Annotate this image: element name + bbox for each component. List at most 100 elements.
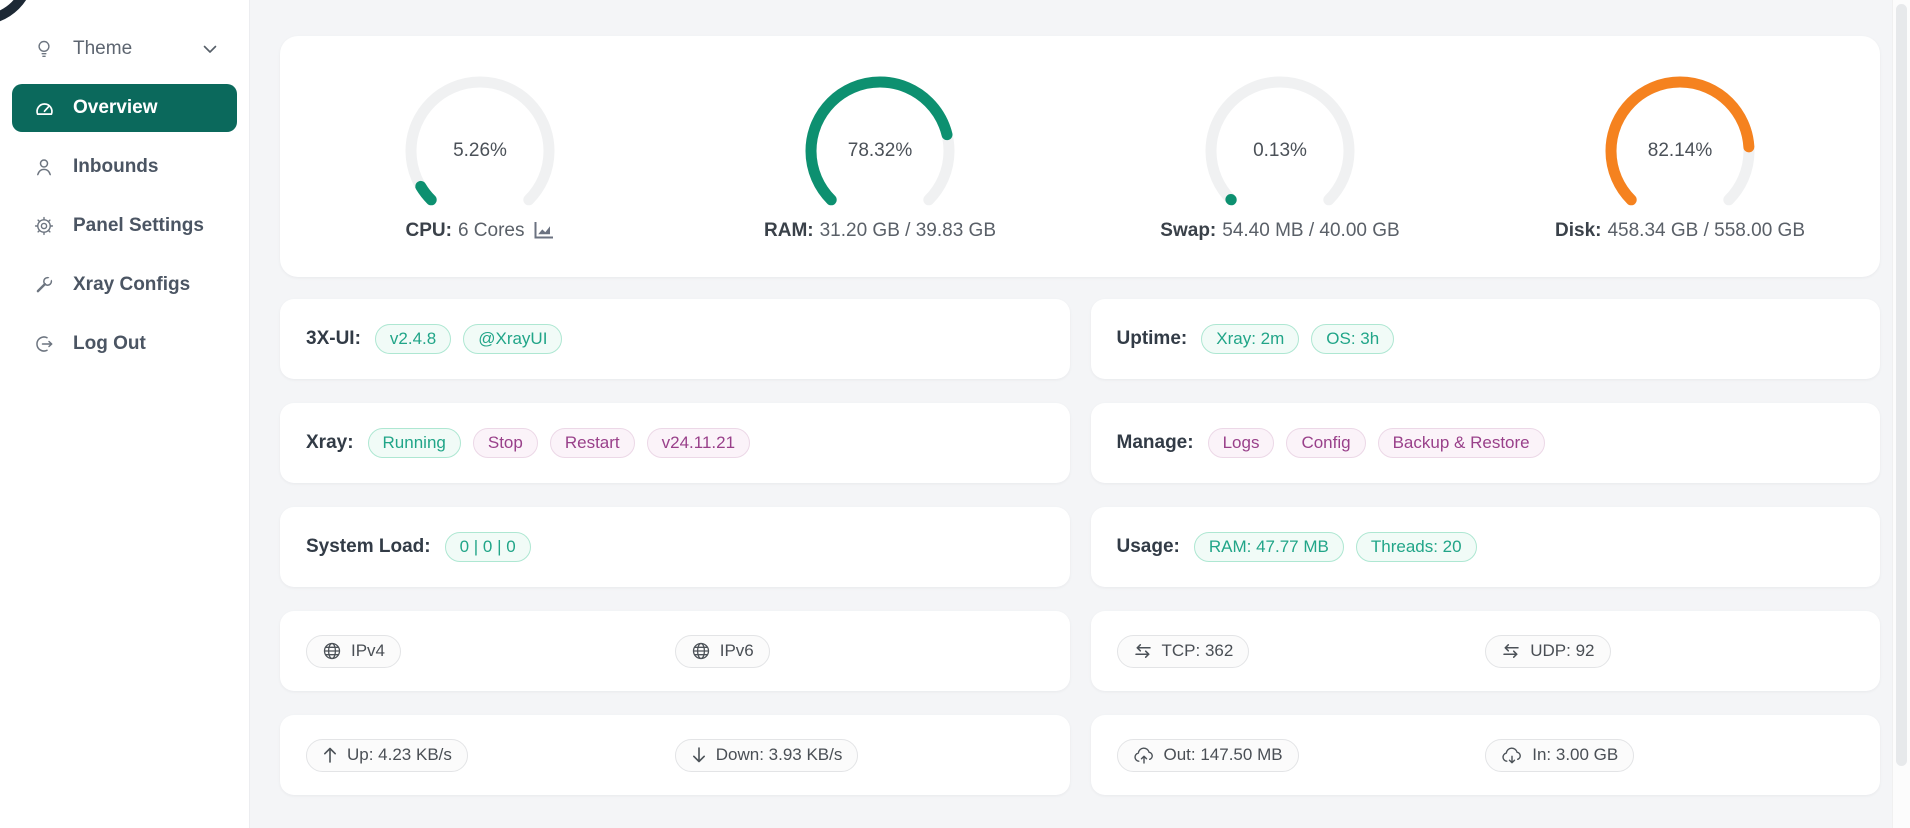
- pill-in-3-00-gb: In: 3.00 GB: [1485, 738, 1635, 772]
- tag-running: Running: [367, 428, 461, 458]
- tag-v2-4-8[interactable]: v2.4.8: [374, 324, 452, 354]
- arrow-up-icon: [322, 746, 338, 764]
- tag-ram-47-77-mb[interactable]: RAM: 47.77 MB: [1193, 532, 1344, 562]
- gauge-label-value: 31.20 GB / 39.83 GB: [819, 219, 996, 241]
- pill-slot: In: 3.00 GB: [1485, 738, 1854, 772]
- card-manage: Manage: Logs Config Backup & Restore: [1090, 403, 1880, 483]
- gauge-label-title: Swap:: [1160, 219, 1217, 241]
- card-traffic-total: Out: 147.50 MB In: 3.00 GB: [1090, 715, 1880, 795]
- tag-xray-2m: Xray: 2m: [1201, 324, 1300, 354]
- pill-label: Down: 3.93 KB/s: [715, 745, 843, 764]
- gauge-label: RAM: 31.20 GB / 39.83 GB: [764, 220, 996, 242]
- sidebar-nav: Theme Overview Inbounds Panel Settings Xray …: [0, 25, 249, 368]
- card-label: Usage:: [1116, 536, 1180, 557]
- tag-group: Running Stop Restart v24.11.21: [367, 428, 751, 458]
- corner-decoration: [0, 0, 35, 25]
- gauge-percent: 5.26%: [453, 139, 507, 161]
- tag-backup-restore[interactable]: Backup & Restore: [1377, 428, 1545, 458]
- gauge-label-title: Disk:: [1555, 219, 1602, 241]
- sidebar-item-log-out[interactable]: Log Out: [12, 320, 237, 368]
- scrollbar-thumb[interactable]: [1896, 4, 1907, 766]
- sidebar-item-label: Overview: [73, 97, 158, 118]
- pill-ipv4[interactable]: IPv4: [306, 634, 402, 668]
- tag-group: 0 | 0 | 0: [444, 532, 531, 562]
- gauge-ring: 82.14%: [1600, 72, 1760, 210]
- pill-label: IPv6: [719, 641, 754, 660]
- card-connections: TCP: 362 UDP: 92: [1090, 611, 1880, 691]
- sidebar: Theme Overview Inbounds Panel Settings Xray …: [0, 0, 250, 828]
- tag-group: Logs Config Backup & Restore: [1207, 428, 1545, 458]
- pill-slot: IPv4: [306, 634, 675, 668]
- tag-os-3h: OS: 3h: [1311, 324, 1395, 354]
- dashboard-icon: [32, 96, 56, 120]
- card-label: Uptime:: [1116, 328, 1188, 349]
- gauge-label-title: CPU:: [405, 219, 452, 241]
- pill-label: IPv4: [351, 641, 386, 660]
- system-stats-card: 5.26% CPU: 6 Cores 78.32% RAM: 31.20 GB …: [280, 36, 1880, 277]
- scrollbar[interactable]: [1892, 0, 1910, 828]
- sidebar-item-label: Inbounds: [73, 156, 159, 177]
- gauge-label: CPU: 6 Cores: [406, 220, 555, 242]
- sidebar-item-label: Xray Configs: [73, 274, 191, 295]
- gauge-percent: 0.13%: [1253, 139, 1307, 161]
- pill-out-147-50-mb: Out: 147.50 MB: [1116, 738, 1299, 772]
- pill-down-3-93-kb-s: Down: 3.93 KB/s: [674, 738, 859, 772]
- card-ip-addresses: IPv4 IPv6: [280, 611, 1070, 691]
- user-icon: [32, 155, 56, 179]
- sidebar-item-xray-configs[interactable]: Xray Configs: [12, 261, 237, 309]
- gauge-swap: 0.13% Swap: 54.40 MB / 40.00 GB: [1080, 72, 1480, 242]
- pill-slot: IPv6: [674, 634, 1044, 668]
- gauge-ram: 78.32% RAM: 31.20 GB / 39.83 GB: [680, 72, 1080, 242]
- cloud-download-icon: [1501, 746, 1523, 765]
- cloud-upload-icon: [1133, 746, 1155, 765]
- card-label: Manage:: [1116, 432, 1194, 453]
- sidebar-item-label: Theme: [73, 38, 133, 59]
- card-system-load: System Load: 0 | 0 | 0: [280, 507, 1070, 587]
- gauge-label-value: 458.34 GB / 558.00 GB: [1607, 219, 1805, 241]
- tag-threads-20: Threads: 20: [1355, 532, 1477, 562]
- tag-logs[interactable]: Logs: [1207, 428, 1275, 458]
- chart-icon[interactable]: [533, 221, 554, 240]
- card-network-speed: Up: 4.23 KB/s Down: 3.93 KB/s: [280, 715, 1070, 795]
- swap-arrows-icon: [1133, 642, 1153, 660]
- globe-icon: [691, 641, 711, 661]
- tag-v24-11-21[interactable]: v24.11.21: [646, 428, 751, 458]
- tag-config[interactable]: Config: [1286, 428, 1366, 458]
- pill-slot: Down: 3.93 KB/s: [674, 738, 1044, 772]
- tag-restart[interactable]: Restart: [549, 428, 635, 458]
- gauge-label: Swap: 54.40 MB / 40.00 GB: [1160, 220, 1399, 242]
- gauge-percent: 78.32%: [847, 139, 913, 161]
- gauge-ring: 0.13%: [1200, 72, 1360, 210]
- card-label: Xray:: [306, 432, 354, 453]
- card-usage: Usage: RAM: 47.77 MB Threads: 20: [1090, 507, 1880, 587]
- pill-ipv6[interactable]: IPv6: [674, 634, 770, 668]
- sidebar-item-overview[interactable]: Overview: [12, 84, 237, 132]
- sidebar-item-theme[interactable]: Theme: [12, 25, 237, 73]
- card-xray-status: Xray: Running Stop Restart v24.11.21: [280, 403, 1070, 483]
- sidebar-item-label: Log Out: [73, 333, 146, 354]
- tag-group: RAM: 47.77 MB Threads: 20: [1193, 532, 1477, 562]
- pill-label: Out: 147.50 MB: [1163, 745, 1283, 764]
- wrench-icon: [32, 273, 56, 297]
- card-label: System Load:: [306, 536, 431, 557]
- sidebar-item-panel-settings[interactable]: Panel Settings: [12, 202, 237, 250]
- tag-group: Xray: 2m OS: 3h: [1201, 324, 1395, 354]
- pill-tcp-362: TCP: 362: [1116, 634, 1250, 668]
- pill-label: UDP: 92: [1530, 641, 1595, 660]
- main-content: 5.26% CPU: 6 Cores 78.32% RAM: 31.20 GB …: [250, 0, 1892, 828]
- tag-xrayui[interactable]: @XrayUI: [463, 324, 563, 354]
- gauge-cpu: 5.26% CPU: 6 Cores: [280, 72, 680, 242]
- card-label: 3X-UI:: [306, 328, 361, 349]
- pill-slot: UDP: 92: [1485, 634, 1854, 668]
- gauge-disk: 82.14% Disk: 458.34 GB / 558.00 GB: [1480, 72, 1880, 242]
- info-cards-grid: 3X-UI: v2.4.8 @XrayUI Uptime: Xray: 2m OS: …: [280, 299, 1880, 795]
- gauge-label-value: 6 Cores: [457, 219, 525, 241]
- gauge-label: Disk: 458.34 GB / 558.00 GB: [1555, 220, 1805, 242]
- gear-icon: [32, 214, 56, 238]
- pill-slot: Out: 147.50 MB: [1116, 738, 1486, 772]
- card-uptime: Uptime: Xray: 2m OS: 3h: [1090, 299, 1880, 379]
- sidebar-item-inbounds[interactable]: Inbounds: [12, 143, 237, 191]
- tag-group: v2.4.8 @XrayUI: [374, 324, 563, 354]
- tag-stop[interactable]: Stop: [472, 428, 538, 458]
- chevron-down-icon: [203, 45, 217, 54]
